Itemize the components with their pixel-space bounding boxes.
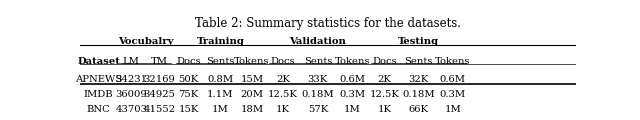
Text: 0.18M: 0.18M — [402, 90, 435, 99]
Text: IMDB: IMDB — [84, 90, 113, 99]
Text: APNEWS: APNEWS — [75, 75, 122, 84]
Text: 66K: 66K — [408, 105, 429, 114]
Text: 41552: 41552 — [143, 105, 175, 114]
Text: BNC: BNC — [87, 105, 111, 114]
Text: Tokens: Tokens — [435, 57, 470, 66]
Text: 0.8M: 0.8M — [207, 75, 234, 84]
Text: 0.18M: 0.18M — [301, 90, 334, 99]
Text: LM: LM — [123, 57, 140, 66]
Text: 0.6M: 0.6M — [440, 75, 466, 84]
Text: 1M: 1M — [212, 105, 228, 114]
Text: 1M: 1M — [444, 105, 461, 114]
Text: 43703: 43703 — [115, 105, 147, 114]
Text: 1.1M: 1.1M — [207, 90, 234, 99]
Text: Vocubalry: Vocubalry — [118, 37, 173, 46]
Text: Testing: Testing — [398, 37, 439, 46]
Text: 2K: 2K — [276, 75, 290, 84]
Text: Dataset: Dataset — [77, 57, 120, 66]
Text: 12.5K: 12.5K — [268, 90, 298, 99]
Text: 0.6M: 0.6M — [340, 75, 365, 84]
Text: 18M: 18M — [241, 105, 264, 114]
Text: 32K: 32K — [408, 75, 429, 84]
Text: TM: TM — [151, 57, 168, 66]
Text: 1M: 1M — [344, 105, 361, 114]
Text: 1K: 1K — [276, 105, 290, 114]
Text: 34231: 34231 — [115, 75, 147, 84]
Text: 1K: 1K — [378, 105, 391, 114]
Text: Table 2: Summary statistics for the datasets.: Table 2: Summary statistics for the data… — [195, 17, 461, 30]
Text: Sents: Sents — [404, 57, 433, 66]
Text: Validation: Validation — [289, 37, 346, 46]
Text: 57K: 57K — [308, 105, 328, 114]
Text: 32169: 32169 — [143, 75, 175, 84]
Text: Tokens: Tokens — [335, 57, 371, 66]
Text: 0.3M: 0.3M — [440, 90, 466, 99]
Text: 20M: 20M — [241, 90, 264, 99]
Text: 12.5K: 12.5K — [369, 90, 399, 99]
Text: 2K: 2K — [378, 75, 391, 84]
Text: 15K: 15K — [179, 105, 199, 114]
Text: Sents: Sents — [303, 57, 332, 66]
Text: Docs: Docs — [271, 57, 296, 66]
Text: 0.3M: 0.3M — [339, 90, 365, 99]
Text: 36009: 36009 — [115, 90, 147, 99]
Text: Tokens: Tokens — [234, 57, 270, 66]
Text: 50K: 50K — [179, 75, 199, 84]
Text: 34925: 34925 — [143, 90, 175, 99]
Text: Docs: Docs — [372, 57, 397, 66]
Text: 75K: 75K — [179, 90, 199, 99]
Text: 15M: 15M — [241, 75, 264, 84]
Text: Docs: Docs — [176, 57, 201, 66]
Text: Sents: Sents — [206, 57, 234, 66]
Text: 33K: 33K — [308, 75, 328, 84]
Text: Training: Training — [196, 37, 244, 46]
